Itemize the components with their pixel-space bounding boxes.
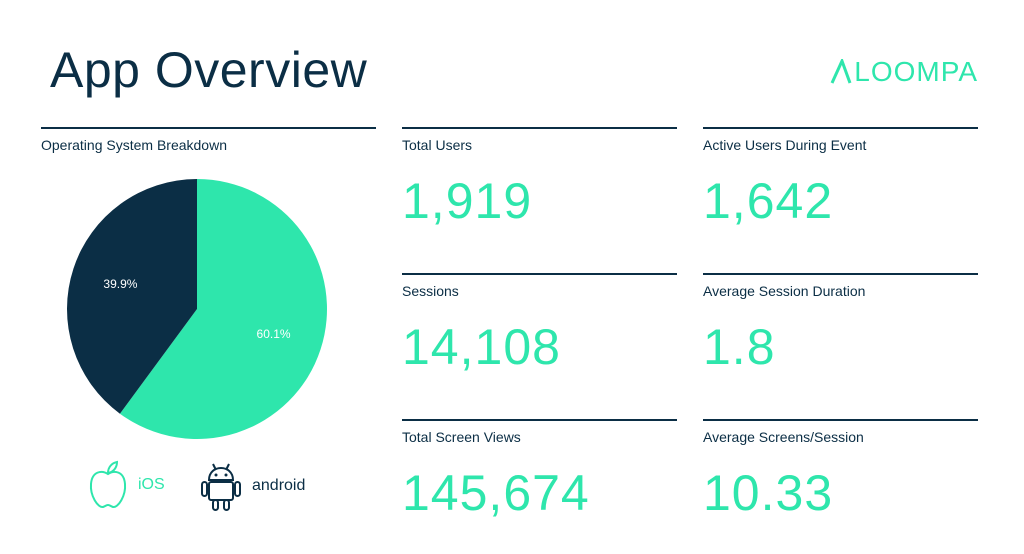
avg-session-duration-panel: Average Session Duration 1.8 (703, 273, 978, 405)
sessions-value: 14,108 (402, 319, 561, 375)
total-screen-views-label: Total Screen Views (402, 429, 521, 445)
aloompa-logo: LOOMPA (830, 54, 978, 90)
sessions-label: Sessions (402, 283, 459, 299)
total-screen-views-value: 145,674 (402, 465, 590, 521)
total-users-label: Total Users (402, 137, 473, 153)
avg-screens-session-value: 10.33 (703, 465, 834, 521)
pie-label-ios: 60.1% (257, 327, 291, 341)
active-users-value: 1,642 (703, 173, 834, 229)
legend-label-android: android (252, 477, 306, 494)
active-users-panel: Active Users During Event 1,642 (703, 127, 978, 259)
pie-slice-android (67, 179, 197, 414)
os-breakdown-title: Operating System Breakdown (41, 137, 227, 153)
pie-label-android: 39.9% (103, 277, 137, 291)
logo-mark-icon (830, 59, 852, 84)
legend-item-ios: iOS (88, 460, 165, 510)
total-screen-views-panel: Total Screen Views 145,674 (402, 419, 677, 551)
legend-item-android: android (200, 460, 305, 512)
active-users-label: Active Users During Event (703, 137, 867, 153)
android-icon (201, 463, 241, 511)
avg-screens-session-label: Average Screens/Session (703, 429, 864, 445)
apple-icon (89, 460, 127, 508)
total-users-panel: Total Users 1,919 (402, 127, 677, 259)
sessions-panel: Sessions 14,108 (402, 273, 677, 405)
os-breakdown-panel: Operating System Breakdown (41, 127, 376, 529)
pie-slice-ios (119, 179, 328, 440)
page-title: App Overview (50, 42, 368, 98)
logo-text: LOOMPA (854, 56, 978, 87)
avg-session-duration-value: 1.8 (703, 319, 776, 375)
os-pie-chart: 60.1% 39.9% (67, 179, 328, 440)
avg-session-duration-label: Average Session Duration (703, 283, 866, 299)
avg-screens-session-panel: Average Screens/Session 10.33 (703, 419, 978, 551)
total-users-value: 1,919 (402, 173, 533, 229)
legend-label-ios: iOS (138, 476, 165, 493)
